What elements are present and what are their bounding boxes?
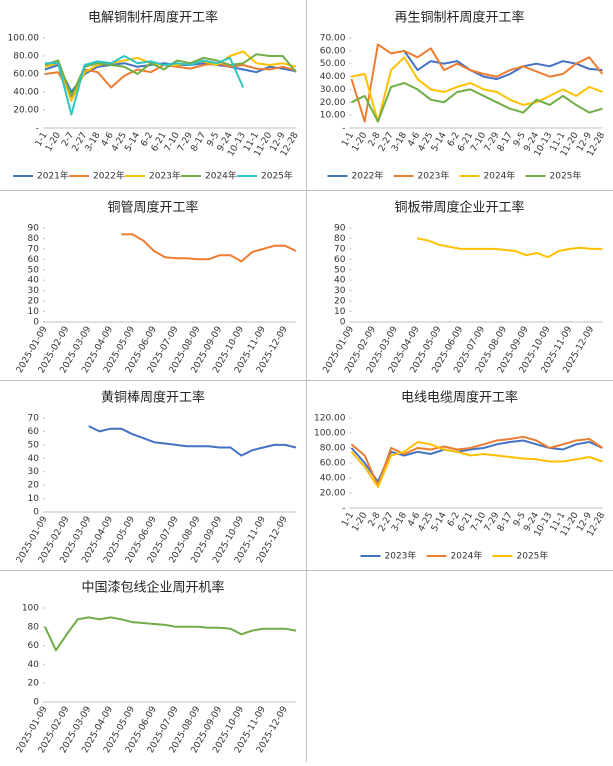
y-tick-label: 20	[28, 297, 40, 307]
line-series	[44, 616, 297, 652]
y-tick-label: 30.00	[320, 85, 346, 95]
y-tick-label: 30	[28, 467, 40, 477]
y-tick-label: 60.00	[320, 459, 346, 469]
y-tick-label: 100.00	[314, 429, 346, 439]
y-tick-label: -	[342, 504, 345, 514]
y-tick-label: 60	[334, 255, 346, 265]
y-tick-label: 90	[28, 224, 40, 234]
y-tick-label: 30	[334, 286, 346, 296]
y-tick-label: 70	[28, 414, 40, 424]
chart-title: 铜管周度开工率	[107, 200, 198, 216]
line-series	[351, 56, 603, 123]
line-series	[45, 55, 245, 116]
y-tick-label: 60	[28, 427, 40, 437]
y-tick-label: 50	[334, 265, 346, 275]
y-tick-label: 60.00	[13, 70, 39, 80]
line-series	[351, 82, 603, 123]
line-series	[88, 425, 297, 457]
legend-label: 2025年	[550, 170, 582, 182]
y-tick-label: 60.00	[320, 46, 346, 56]
y-tick-label: 50.00	[320, 59, 346, 69]
y-tick-label: 40	[334, 276, 346, 286]
line-series	[350, 43, 604, 123]
line-series	[121, 233, 297, 263]
legend-label: 2023年	[385, 550, 417, 562]
y-tick-label: 50	[28, 265, 40, 275]
y-tick-label: 70.00	[320, 34, 346, 44]
y-tick-label: 80	[28, 622, 40, 632]
y-tick-label: 20	[334, 297, 346, 307]
legend-label: 2024年	[205, 170, 237, 182]
chart: 再生铜制杆周度开工率 - 10.00 20.00 30.00 40.00 50.00 60.0…	[320, 10, 608, 182]
line-series	[350, 435, 604, 487]
legend-label: 2022年	[93, 170, 125, 182]
y-tick-label: 40	[28, 454, 40, 464]
y-tick-label: 0	[33, 698, 39, 708]
line-series	[350, 439, 603, 483]
y-tick-label: -	[36, 124, 39, 134]
y-tick-label: 100.00	[8, 34, 40, 44]
y-tick-label: 0	[340, 318, 346, 328]
chart: 电线电缆周度开工率 - 20.00 40.00 60.00 80.00 100.00 120.…	[314, 390, 607, 562]
y-tick-label: 40	[28, 660, 40, 670]
chart-title: 再生铜制杆周度开工率	[394, 10, 524, 26]
y-tick-label: -	[342, 124, 345, 134]
chart-title: 中国漆包线企业周开机率	[81, 580, 224, 596]
y-tick-label: 70	[28, 244, 40, 254]
chart-title: 电线电缆周度开工率	[401, 390, 518, 406]
y-tick-label: 40.00	[320, 72, 346, 82]
y-tick-label: 40.00	[320, 474, 346, 484]
y-tick-label: 80	[28, 234, 40, 244]
y-tick-label: 0	[33, 508, 39, 518]
y-tick-label: 20.00	[320, 98, 346, 108]
y-tick-label: 50	[28, 440, 40, 450]
legend-label: 2024年	[451, 550, 483, 562]
y-tick-label: 80	[334, 234, 346, 244]
legend-label: 2021年	[37, 170, 69, 182]
y-tick-label: 60	[28, 255, 40, 265]
legend-label: 2024年	[484, 170, 516, 182]
y-tick-label: 20.00	[320, 489, 346, 499]
y-tick-label: 60	[28, 641, 40, 651]
y-tick-label: 90	[334, 224, 346, 234]
y-tick-label: 20	[28, 481, 40, 491]
legend-label: 2025年	[261, 170, 293, 182]
y-tick-label: 20.00	[13, 106, 39, 116]
y-tick-label: 120.00	[314, 414, 346, 424]
y-tick-label: 10	[28, 494, 40, 504]
chart-title: 电解铜制杆周度开工率	[88, 10, 218, 26]
y-tick-label: 30	[28, 286, 40, 296]
chart-title: 铜板带周度企业开工率	[394, 200, 524, 216]
y-tick-label: 0	[33, 318, 39, 328]
y-tick-label: 10	[28, 307, 40, 317]
y-tick-label: 80.00	[320, 444, 346, 454]
y-tick-label: 70	[334, 244, 346, 254]
chart-title: 黄铜棒周度开工率	[101, 390, 205, 406]
y-tick-label: 10	[334, 307, 346, 317]
line-series	[403, 50, 603, 81]
line-series	[350, 441, 603, 488]
chart: 电解铜制杆周度开工率-20.0040.0060.0080.00100.001-1…	[8, 10, 301, 182]
legend-label: 2023年	[149, 170, 181, 182]
legend-label: 2023年	[418, 170, 450, 182]
line-series	[416, 237, 603, 259]
y-tick-label: 40.00	[13, 88, 39, 98]
y-tick-label: 20	[28, 679, 40, 689]
legend-label: 2022年	[352, 170, 384, 182]
legend-label: 2025年	[517, 550, 549, 562]
y-tick-label: 40	[28, 276, 40, 286]
y-tick-label: 100	[22, 604, 39, 614]
y-tick-label: 10.00	[320, 111, 346, 121]
y-tick-label: 80.00	[13, 52, 39, 62]
